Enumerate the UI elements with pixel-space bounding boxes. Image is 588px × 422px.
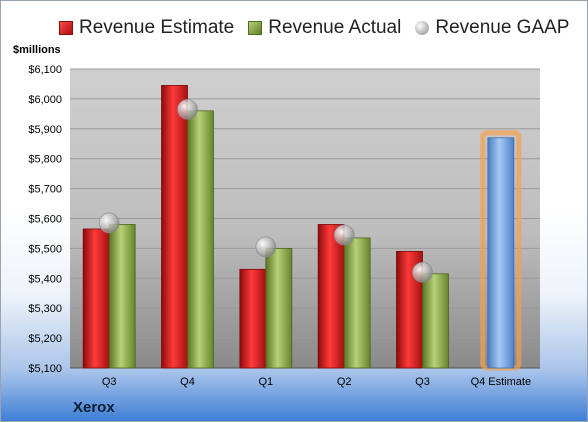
y-tick-label: $5,100 [28, 363, 62, 375]
x-tick-label: Q3 [102, 376, 117, 388]
bar-revenue-actual [422, 273, 449, 369]
company-label: Xerox [73, 399, 115, 416]
x-tick-label: Q2 [337, 376, 352, 388]
y-tick-label: $5,300 [28, 303, 62, 315]
legend-swatch-green [248, 21, 263, 35]
legend-item-revenue-gaap: Revenue GAAP [415, 17, 569, 39]
y-tick-label: $5,900 [28, 124, 62, 136]
bar-revenue-actual [108, 224, 136, 369]
y-tick-label: $5,600 [28, 214, 62, 226]
chart-legend: Revenue Estimate Revenue Actual Revenue … [59, 17, 583, 39]
y-tick-label: $5,800 [28, 154, 62, 166]
x-tick-label: Q4 [180, 376, 195, 388]
bar-revenue-estimate [82, 228, 110, 369]
bar-revenue-actual [265, 247, 293, 369]
bar-q4-estimate [487, 137, 515, 369]
y-tick-label: $5,700 [28, 184, 62, 196]
marker-revenue-gaap [412, 262, 433, 283]
legend-swatch-red [59, 21, 73, 35]
bar-revenue-actual [187, 110, 214, 369]
y-tick-label: $6,100 [28, 64, 62, 76]
legend-item-revenue-estimate: Revenue Estimate [59, 17, 234, 39]
legend-item-revenue-actual: Revenue Actual [248, 17, 401, 39]
y-tick-label: $6,000 [28, 94, 62, 106]
y-tick-label: $5,200 [28, 333, 62, 345]
marker-revenue-gaap [333, 224, 355, 246]
bar-revenue-actual [343, 237, 371, 369]
y-tick-label: $5,500 [28, 243, 62, 255]
x-tick-label: Q3 [415, 376, 430, 388]
bar-revenue-estimate [161, 85, 188, 369]
marker-revenue-gaap [177, 99, 198, 120]
bar-revenue-estimate [239, 268, 267, 369]
x-tick-label: Q4 Estimate [471, 376, 532, 388]
legend-marker-gaap [415, 21, 430, 35]
legend-label-revenue-actual: Revenue Actual [268, 17, 402, 38]
bar-revenue-estimate [317, 224, 345, 369]
y-axis-units-label: $millions [13, 44, 61, 56]
y-tick-label: $5,400 [28, 273, 62, 285]
legend-label-revenue-gaap: Revenue GAAP [435, 17, 570, 38]
marker-revenue-gaap [255, 236, 277, 258]
marker-revenue-gaap [98, 212, 120, 234]
x-tick-label: Q1 [258, 376, 273, 388]
legend-label-revenue-estimate: Revenue Estimate [79, 17, 235, 38]
